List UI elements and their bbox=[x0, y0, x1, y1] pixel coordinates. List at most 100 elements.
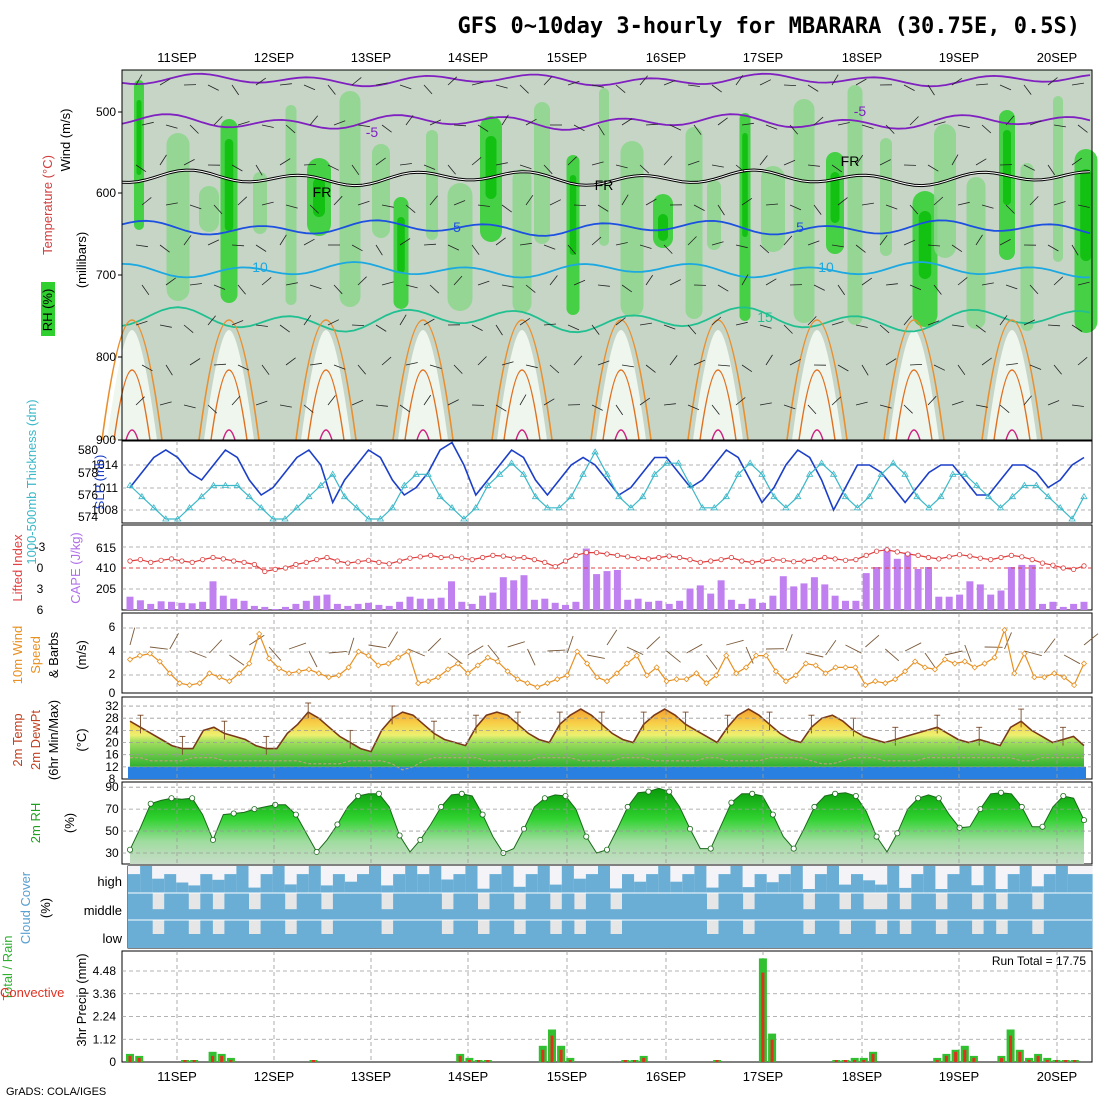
rh-marker bbox=[417, 836, 424, 843]
cloud-cell bbox=[706, 887, 719, 893]
wind-barb bbox=[255, 164, 263, 176]
upper-air-ylabels: Wind (m/s) Temperature (°C) RH (%) (mill… bbox=[40, 109, 89, 336]
cloud-cell bbox=[682, 893, 695, 920]
rh-marker bbox=[127, 846, 134, 853]
wind-barb bbox=[183, 159, 195, 166]
lifted-index-marker bbox=[438, 554, 444, 561]
wind-barb bbox=[789, 124, 799, 135]
lifted-index-marker bbox=[905, 551, 911, 557]
wind-speed-marker bbox=[683, 676, 690, 683]
wind-barb bbox=[831, 244, 844, 248]
wind-barb bbox=[255, 77, 267, 86]
cloud-cell bbox=[128, 920, 141, 948]
cloud-cell bbox=[839, 909, 852, 920]
rh-ticks: 90 70 50 30 bbox=[105, 780, 119, 860]
cloud-cell bbox=[332, 920, 346, 948]
precip-frame bbox=[121, 950, 1093, 1063]
wind-barb bbox=[1053, 364, 1062, 375]
precip-convective-bar bbox=[1036, 1055, 1040, 1062]
wind-barb bbox=[855, 154, 864, 166]
wind-barb bbox=[333, 364, 346, 370]
lifted-index-marker bbox=[200, 556, 206, 563]
rh-plume bbox=[253, 172, 267, 234]
cloud-cell bbox=[357, 893, 370, 920]
wind-speed-marker bbox=[1041, 674, 1048, 681]
cloud-cell bbox=[296, 874, 310, 893]
wind-speed-marker bbox=[146, 650, 153, 657]
temperature-contours bbox=[101, 72, 1091, 441]
cloud-cell bbox=[489, 893, 503, 920]
precip-convective-bar bbox=[137, 1057, 141, 1062]
wind-speed-marker bbox=[236, 670, 243, 677]
cape-bar bbox=[1007, 567, 1015, 610]
lifted-index-marker bbox=[1071, 566, 1077, 573]
surface-barb bbox=[149, 646, 168, 650]
cloud-cell bbox=[381, 934, 394, 948]
cloud-cell bbox=[1019, 920, 1033, 948]
rh-tick-label: 30 bbox=[105, 846, 119, 860]
wind-barb bbox=[693, 359, 706, 366]
precip-convective-bar bbox=[1073, 1060, 1077, 1062]
wind-barb bbox=[879, 324, 890, 334]
wind-barb bbox=[615, 84, 626, 94]
bottom-day-label: 13SEP bbox=[351, 1069, 391, 1084]
cloud-cell bbox=[284, 884, 298, 893]
surface-barb bbox=[229, 654, 245, 666]
wind-speed-marker bbox=[395, 654, 402, 661]
cloud-cell bbox=[128, 893, 141, 920]
lifted-index-marker bbox=[396, 558, 403, 564]
precip-convective-bar bbox=[972, 1057, 976, 1062]
wind-barb bbox=[861, 277, 873, 286]
cloud-cell bbox=[790, 893, 804, 920]
cloud-cell bbox=[646, 893, 659, 920]
precip-convective-bar bbox=[458, 1055, 462, 1062]
cloud-cell bbox=[983, 920, 997, 948]
cloud-cell bbox=[875, 934, 888, 948]
wind-barb bbox=[285, 282, 298, 286]
lifted-index-marker bbox=[448, 554, 455, 560]
surface-isotherm bbox=[222, 429, 236, 441]
surface-barb bbox=[1024, 650, 1042, 657]
wind-barb bbox=[693, 124, 702, 135]
wind-barbs bbox=[135, 74, 1090, 416]
wind-speed-marker bbox=[921, 664, 929, 671]
wind-barb bbox=[357, 124, 370, 128]
wind-barb bbox=[525, 364, 538, 369]
wind-barb bbox=[789, 204, 802, 211]
rh-marker bbox=[1018, 803, 1025, 810]
wind-speed-marker bbox=[285, 670, 293, 677]
rh-plume bbox=[934, 124, 956, 258]
wind-barb bbox=[1047, 77, 1058, 86]
cloud-cell bbox=[622, 893, 635, 920]
surface-isotherm bbox=[125, 429, 139, 441]
wind-barb bbox=[999, 84, 1012, 91]
lifted-index-marker bbox=[967, 553, 973, 559]
wind-barb bbox=[303, 84, 316, 91]
wind-speed-marker bbox=[544, 680, 551, 687]
thickness-marker bbox=[257, 504, 265, 511]
lifted-index-marker bbox=[376, 559, 382, 566]
rh-marker bbox=[458, 790, 465, 797]
lifted-index-marker bbox=[791, 559, 797, 565]
lifted-index-marker bbox=[272, 566, 278, 573]
wind-speed-marker bbox=[166, 670, 173, 677]
cloud-cell bbox=[887, 920, 900, 948]
cloud-cell bbox=[417, 893, 430, 920]
wind-barb bbox=[615, 404, 624, 416]
wind-speed-marker bbox=[345, 664, 352, 671]
surface-isotherm bbox=[392, 319, 454, 441]
temp-label-c: (6hr Min/Max) bbox=[46, 700, 61, 780]
thickness-marker bbox=[400, 481, 409, 488]
wind-barb bbox=[831, 321, 844, 326]
wind-label-unit: (m/s) bbox=[74, 640, 89, 670]
wind-barb bbox=[765, 278, 777, 286]
cloud-cell bbox=[826, 893, 840, 920]
wind-barb bbox=[405, 115, 414, 126]
cape-bar bbox=[562, 604, 569, 610]
cloud-cell bbox=[164, 920, 177, 948]
wind-barb bbox=[975, 83, 989, 86]
thickness-marker bbox=[1020, 481, 1029, 488]
wind-speed-marker bbox=[693, 670, 700, 677]
wind-barb bbox=[237, 121, 250, 126]
